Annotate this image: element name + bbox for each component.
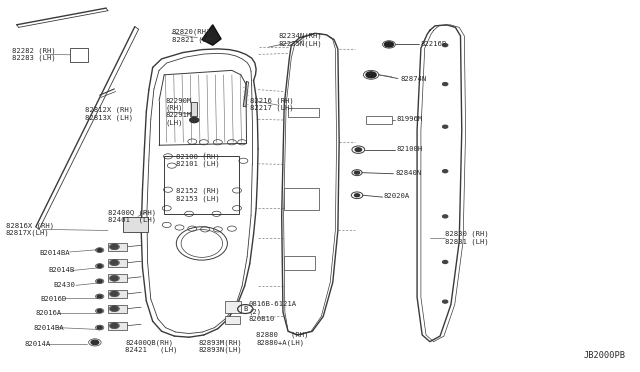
Circle shape — [443, 170, 448, 173]
Text: 81996M: 81996M — [397, 116, 423, 122]
Text: 82816X (RH)
82817X(LH): 82816X (RH) 82817X(LH) — [6, 222, 54, 236]
Text: 82100 (RH)
82101 (LH): 82100 (RH) 82101 (LH) — [176, 153, 220, 167]
Circle shape — [97, 264, 102, 267]
Circle shape — [111, 276, 118, 280]
Text: B: B — [243, 306, 248, 312]
Text: 82014A: 82014A — [25, 341, 51, 347]
Text: 82016A: 82016A — [36, 310, 62, 316]
Bar — [124, 217, 148, 232]
Circle shape — [385, 42, 394, 47]
Bar — [225, 316, 239, 324]
Circle shape — [355, 171, 360, 174]
Circle shape — [97, 310, 102, 312]
Circle shape — [443, 215, 448, 218]
Text: 82216 (RH)
82217 (LH): 82216 (RH) 82217 (LH) — [250, 97, 294, 112]
Text: 82812X (RH)
82813X (LH): 82812X (RH) 82813X (LH) — [85, 107, 133, 121]
Circle shape — [443, 300, 448, 303]
Circle shape — [366, 72, 376, 78]
Text: 82400QB(RH)
82421   (LH): 82400QB(RH) 82421 (LH) — [125, 339, 178, 353]
Bar — [108, 259, 127, 267]
Text: 82400Q (RH)
82401  (LH): 82400Q (RH) 82401 (LH) — [108, 209, 156, 224]
Bar — [108, 322, 127, 330]
Circle shape — [443, 83, 448, 86]
Circle shape — [443, 260, 448, 263]
Text: 82880   (RH)
82880+A(LH): 82880 (RH) 82880+A(LH) — [256, 332, 308, 346]
Bar — [108, 290, 127, 298]
Text: B2014B: B2014B — [49, 267, 75, 273]
Circle shape — [91, 340, 99, 344]
Text: 82100H: 82100H — [397, 146, 423, 152]
Text: 0816B-6121A
(2)
820B10: 0816B-6121A (2) 820B10 — [248, 301, 296, 321]
Text: 82840N: 82840N — [396, 170, 422, 176]
Text: 82830 (RH)
82831 (LH): 82830 (RH) 82831 (LH) — [445, 231, 488, 245]
Circle shape — [111, 307, 118, 311]
Circle shape — [97, 326, 102, 329]
Text: 82290M
(RH)
82291M
(LH): 82290M (RH) 82291M (LH) — [166, 98, 192, 126]
Text: B2016D: B2016D — [40, 296, 67, 302]
Text: 82020A: 82020A — [384, 193, 410, 199]
Text: 82152 (RH)
82153 (LH): 82152 (RH) 82153 (LH) — [176, 187, 220, 202]
Text: 82216B: 82216B — [421, 41, 447, 47]
Bar — [108, 305, 127, 313]
Circle shape — [443, 125, 448, 128]
Bar — [225, 301, 241, 313]
Text: 82893M(RH)
82893N(LH): 82893M(RH) 82893N(LH) — [198, 339, 243, 353]
Circle shape — [97, 248, 102, 251]
Circle shape — [111, 292, 118, 296]
Circle shape — [443, 44, 448, 46]
Bar — [284, 188, 319, 210]
Text: JB2000PB: JB2000PB — [583, 351, 625, 360]
Circle shape — [111, 244, 118, 249]
Polygon shape — [202, 25, 221, 45]
Bar — [164, 156, 239, 214]
Text: 82014BA: 82014BA — [34, 325, 65, 331]
Bar — [366, 116, 392, 124]
Circle shape — [111, 324, 118, 328]
Circle shape — [111, 260, 118, 265]
Bar — [191, 102, 197, 116]
Text: 82234N(RH)
82235N(LH): 82234N(RH) 82235N(LH) — [278, 33, 323, 46]
Circle shape — [97, 295, 102, 298]
Circle shape — [97, 280, 102, 283]
Text: 82874N: 82874N — [401, 76, 427, 81]
Bar — [108, 243, 127, 251]
Bar — [70, 48, 88, 62]
Text: 82820(RH)
82821 (LH): 82820(RH) 82821 (LH) — [172, 29, 216, 43]
Text: B2430: B2430 — [53, 282, 75, 288]
Bar — [108, 274, 127, 282]
Text: B2014BA: B2014BA — [39, 250, 70, 256]
Bar — [284, 256, 315, 270]
Bar — [288, 108, 319, 118]
Circle shape — [189, 118, 198, 123]
Text: 82282 (RH)
82283 (LH): 82282 (RH) 82283 (LH) — [12, 48, 56, 61]
Circle shape — [355, 148, 362, 151]
Circle shape — [355, 194, 360, 197]
